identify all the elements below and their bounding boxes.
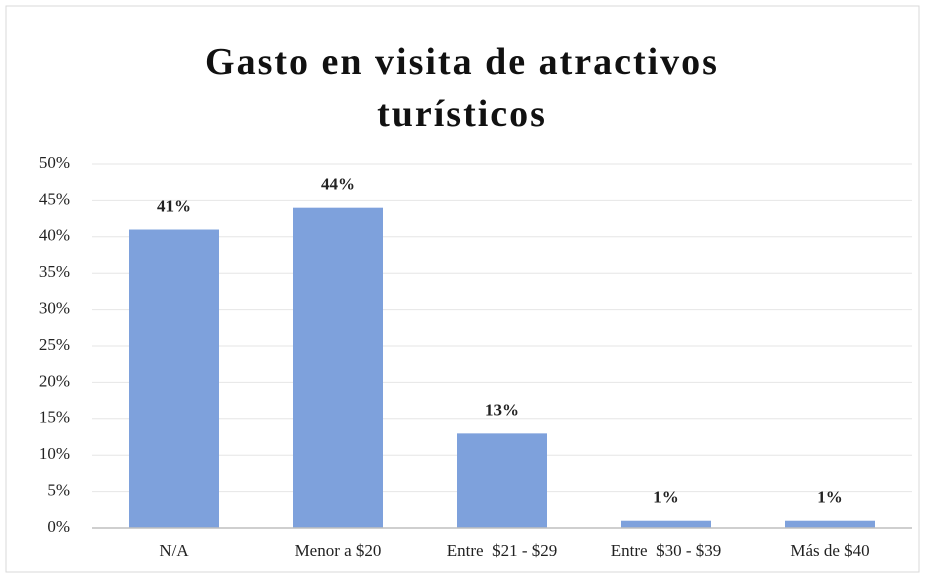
y-tick-label: 15% (39, 408, 70, 427)
y-tick-label: 45% (39, 189, 70, 208)
x-tick-label: N/A (159, 541, 189, 560)
bar (129, 229, 219, 528)
data-label: 44% (321, 175, 355, 194)
bar (785, 520, 875, 528)
y-tick-label: 0% (47, 517, 70, 536)
chart-title: Gasto en visita de atractivos turísticos (205, 41, 719, 135)
y-tick-label: 10% (39, 444, 70, 463)
y-tick-label: 35% (39, 262, 70, 281)
data-label: 13% (485, 400, 519, 419)
data-label: 41% (157, 196, 191, 215)
x-tick-label: Más de $40 (790, 541, 869, 560)
y-tick-label: 25% (39, 335, 70, 354)
y-tick-label: 50% (39, 153, 70, 172)
x-tick-label: Entre $21 - $29 (447, 541, 557, 560)
data-label: 1% (817, 488, 843, 507)
bar (457, 433, 547, 528)
data-label: 1% (653, 488, 679, 507)
bar (293, 207, 383, 528)
y-tick-label: 20% (39, 371, 70, 390)
x-tick-label: Menor a $20 (295, 541, 382, 560)
x-tick-label: Entre $30 - $39 (611, 541, 721, 560)
bar (621, 520, 711, 528)
y-tick-label: 40% (39, 226, 70, 245)
y-tick-label: 30% (39, 299, 70, 318)
chart-border (5, 5, 920, 573)
y-tick-label: 5% (47, 481, 70, 500)
